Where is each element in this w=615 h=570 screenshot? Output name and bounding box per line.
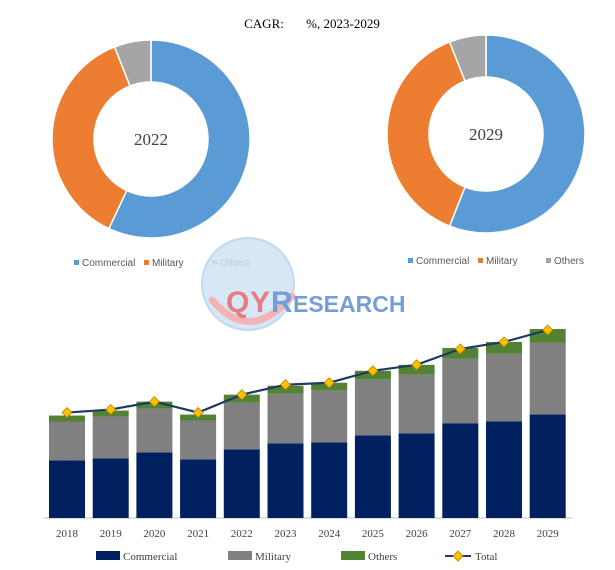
bar-segment-military-2020	[136, 408, 173, 453]
bar-legend-marker-total	[452, 550, 464, 562]
bar-legend-label-others: Others	[368, 551, 397, 563]
legend-label-commercial: Commercial	[82, 258, 135, 269]
bar-legend-swatch-military	[228, 551, 252, 560]
bar-segment-commercial-2029	[529, 414, 566, 518]
legend-swatch-military	[478, 258, 483, 263]
bar-segment-others-2028	[486, 341, 522, 354]
x-tick-label: 2024	[318, 528, 341, 540]
globe-ring-icon	[201, 237, 295, 331]
total-marker-2022	[236, 389, 248, 401]
bar-segment-military-2025	[354, 379, 391, 436]
bar-segment-military-2022	[223, 402, 260, 450]
donut-slice-commercial-2022	[107, 39, 251, 239]
total-marker-2018	[61, 406, 73, 419]
cagr-label: CAGR:	[244, 16, 284, 31]
total-marker-2021	[192, 406, 204, 419]
swoosh-icon	[208, 292, 296, 325]
bar-segment-military-2026	[398, 374, 435, 434]
x-tick-label: 2022	[231, 528, 253, 540]
globe-icon	[202, 238, 294, 330]
cagr-period: %, 2023-2029	[306, 16, 380, 31]
donut-slice-military-2029	[386, 40, 466, 228]
total-marker-2023	[279, 379, 292, 391]
bar-segment-military-2023	[267, 393, 304, 444]
bar-segment-military-2019	[92, 416, 129, 459]
bar-segment-commercial-2020	[136, 452, 173, 518]
total-marker-2028	[498, 336, 510, 348]
bar-legend-swatch-others	[341, 551, 365, 560]
stacked-bar-chart: 2018 2019 2020 2021 2022 2023 2024 2025 2026 2027…	[44, 324, 572, 540]
bar-legend-label-military: Military	[255, 551, 292, 563]
bar-segment-commercial-2021	[180, 459, 217, 518]
bar-legend: Commercial Military Others Total	[96, 550, 497, 563]
bar-segment-commercial-2023	[267, 443, 304, 518]
x-tick-label: 2026	[406, 528, 429, 540]
donut-legend-2029: Commercial Military Others	[408, 256, 584, 267]
bar-segment-military-2027	[442, 358, 479, 424]
donut-slice-others-2022	[113, 39, 152, 87]
total-marker-2029	[542, 324, 554, 336]
watermark-brand-rest: ESEARCH	[293, 291, 405, 317]
total-marker-2020	[148, 396, 160, 408]
bar-segment-others-2018	[49, 415, 85, 422]
watermark-letter-q: Q	[226, 286, 249, 319]
bar-segment-commercial-2027	[442, 423, 479, 518]
x-tick-label: 2027	[449, 528, 472, 540]
x-tick-label: 2018	[56, 528, 79, 540]
bar-legend-label-total: Total	[475, 551, 497, 563]
donut-slice-others-2029	[448, 34, 487, 82]
donut-chart-2022: 2022	[51, 39, 251, 239]
x-tick-label: 2029	[537, 528, 560, 540]
donut-slice-military-2022	[51, 45, 131, 230]
bar-segment-commercial-2024	[311, 442, 348, 518]
bar-segment-military-2029	[529, 342, 566, 415]
bar-segment-commercial-2026	[398, 433, 435, 518]
legend-label-commercial: Commercial	[416, 256, 469, 267]
bar-segment-commercial-2028	[486, 421, 522, 518]
legend-swatch-military	[144, 260, 149, 265]
x-tick-label: 2020	[143, 528, 166, 540]
bar-segment-commercial-2019	[92, 458, 129, 518]
bar-legend-swatch-commercial	[96, 551, 120, 560]
legend-swatch-commercial	[74, 260, 79, 265]
x-tick-label: 2021	[187, 528, 209, 540]
bar-legend-label-commercial: Commercial	[123, 551, 177, 563]
watermark-letter-y: Y	[250, 286, 270, 319]
bar-segment-military-2018	[49, 421, 85, 461]
total-marker-2027	[454, 343, 466, 355]
bar-segment-commercial-2022	[223, 449, 260, 518]
legend-swatch-others	[546, 258, 551, 263]
legend-label-military: Military	[486, 256, 518, 267]
bar-segment-commercial-2025	[354, 435, 391, 518]
total-marker-2025	[367, 365, 379, 377]
total-marker-2024	[323, 377, 335, 389]
legend-label-military: Military	[152, 258, 184, 269]
watermark-letter-r: R	[271, 286, 293, 319]
x-tick-label: 2019	[100, 528, 123, 540]
total-marker-2019	[105, 404, 117, 416]
bar-segment-military-2028	[486, 353, 522, 422]
bar-segment-military-2021	[180, 420, 217, 460]
donut-center-label: 2029	[469, 125, 503, 144]
total-marker-2026	[411, 359, 423, 371]
donut-slice-commercial-2029	[448, 34, 586, 234]
x-tick-label: 2025	[362, 528, 385, 540]
bar-segment-military-2024	[311, 390, 348, 443]
legend-swatch-commercial	[408, 258, 413, 263]
qyresearch-watermark: Q Y R ESEARCH	[201, 237, 405, 331]
total-line	[66, 328, 548, 414]
x-tick-label: 2028	[493, 528, 516, 540]
bar-segment-commercial-2018	[49, 460, 85, 518]
donut-chart-2029: 2029	[386, 34, 586, 234]
x-tick-label: 2023	[275, 528, 298, 540]
donut-center-label: 2022	[134, 130, 168, 149]
legend-label-others: Others	[554, 256, 584, 267]
